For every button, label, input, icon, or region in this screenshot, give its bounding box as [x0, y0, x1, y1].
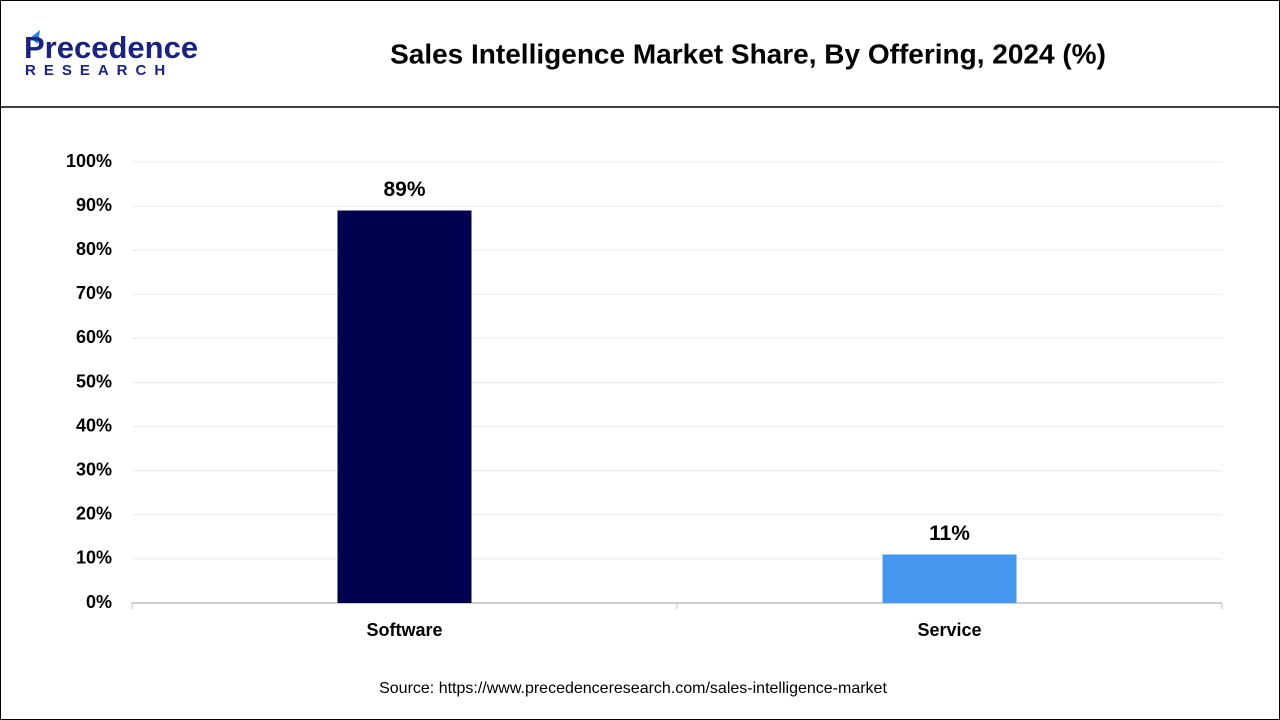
y-tick-label: 0%: [86, 592, 112, 612]
x-tick-label: Software: [366, 620, 442, 640]
bar: [882, 554, 1017, 603]
y-tick-label: 30%: [76, 459, 112, 479]
bar: [337, 210, 472, 603]
logo-tagline: RESEARCH: [25, 62, 173, 79]
y-tick-label: 90%: [76, 195, 112, 215]
y-tick-label: 80%: [76, 239, 112, 259]
y-tick-label: 40%: [76, 415, 112, 435]
y-tick-label: 20%: [76, 504, 112, 524]
value-label: 89%: [383, 178, 425, 201]
source: Source: https://www.precedenceresearch.c…: [379, 680, 887, 697]
x-tick-label: Service: [917, 620, 981, 640]
y-tick-label: 10%: [76, 548, 112, 568]
y-tick-label: 70%: [76, 283, 112, 303]
logo-name: Precedence: [24, 30, 198, 65]
y-tick-label: 50%: [76, 371, 112, 391]
y-tick-label: 60%: [76, 327, 112, 347]
chart-title: Sales Intelligence Market Share, By Offe…: [390, 38, 1106, 69]
y-tick-label: 100%: [66, 151, 112, 171]
value-label: 11%: [929, 522, 970, 545]
logo-icon: [30, 30, 40, 44]
